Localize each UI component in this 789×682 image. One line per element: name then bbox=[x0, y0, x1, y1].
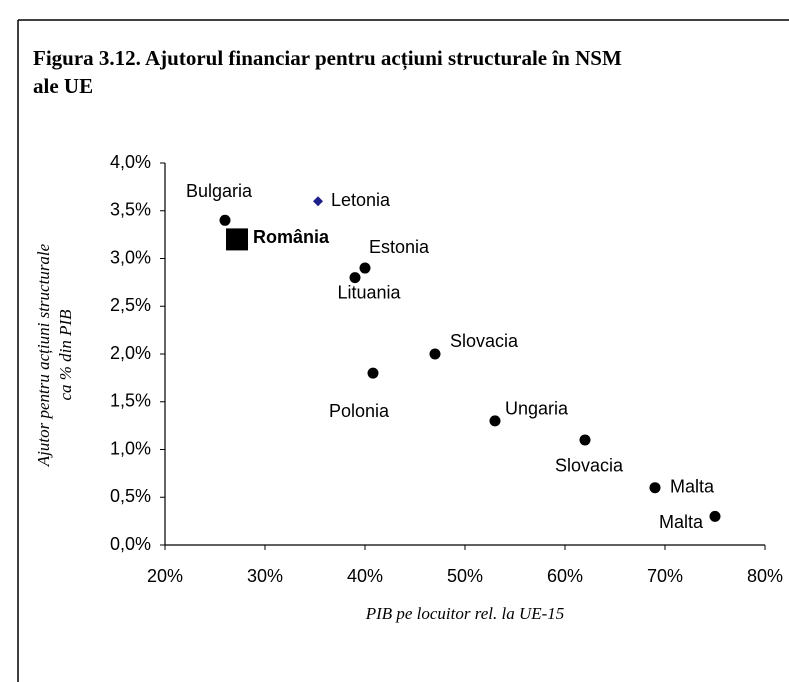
y-tick-label: 2,0% bbox=[110, 343, 151, 363]
y-tick-label: 1,0% bbox=[110, 438, 151, 458]
point bbox=[367, 367, 379, 379]
point-label: Estonia bbox=[369, 237, 430, 257]
point-label: România bbox=[253, 227, 330, 247]
x-tick-label: 40% bbox=[347, 566, 383, 586]
y-tick-label: 0,0% bbox=[110, 534, 151, 554]
chart-title: Figura 3.12. Ajutorul financiar pentru a… bbox=[33, 46, 622, 71]
y-tick-label: 2,5% bbox=[110, 295, 151, 315]
y-axis-label: Ajutor pentru acțiuni structurale bbox=[34, 243, 53, 467]
y-tick-label: 3,5% bbox=[110, 200, 151, 220]
point bbox=[349, 272, 361, 284]
x-tick-label: 80% bbox=[747, 566, 783, 586]
x-tick-label: 30% bbox=[247, 566, 283, 586]
x-tick-label: 70% bbox=[647, 566, 683, 586]
point bbox=[649, 482, 661, 494]
x-tick-label: 50% bbox=[447, 566, 483, 586]
point bbox=[709, 510, 721, 522]
point-label: Malta bbox=[659, 512, 704, 532]
point-label: Polonia bbox=[329, 401, 390, 421]
x-axis-label: PIB pe locuitor rel. la UE-15 bbox=[365, 604, 565, 623]
x-tick-label: 60% bbox=[547, 566, 583, 586]
y-tick-label: 1,5% bbox=[110, 391, 151, 411]
point-label: Lituania bbox=[337, 282, 401, 302]
point bbox=[579, 434, 591, 446]
point bbox=[226, 228, 248, 251]
point bbox=[359, 262, 371, 274]
point bbox=[429, 348, 441, 360]
chart-title: ale UE bbox=[33, 74, 93, 98]
y-tick-label: 4,0% bbox=[110, 152, 151, 172]
y-axis-label: ca % din PIB bbox=[56, 309, 75, 401]
point-label: Letonia bbox=[331, 190, 391, 210]
point-label: Slovacia bbox=[450, 331, 519, 351]
point bbox=[489, 415, 501, 427]
point-label: Bulgaria bbox=[186, 181, 253, 201]
point bbox=[313, 196, 323, 207]
point bbox=[219, 214, 231, 226]
y-tick-label: 0,5% bbox=[110, 486, 151, 506]
x-tick-label: 20% bbox=[147, 566, 183, 586]
y-tick-label: 3,0% bbox=[110, 247, 151, 267]
point-label: Ungaria bbox=[505, 399, 569, 419]
point-label: Slovacia bbox=[555, 456, 624, 476]
point-label: Malta bbox=[670, 476, 715, 496]
